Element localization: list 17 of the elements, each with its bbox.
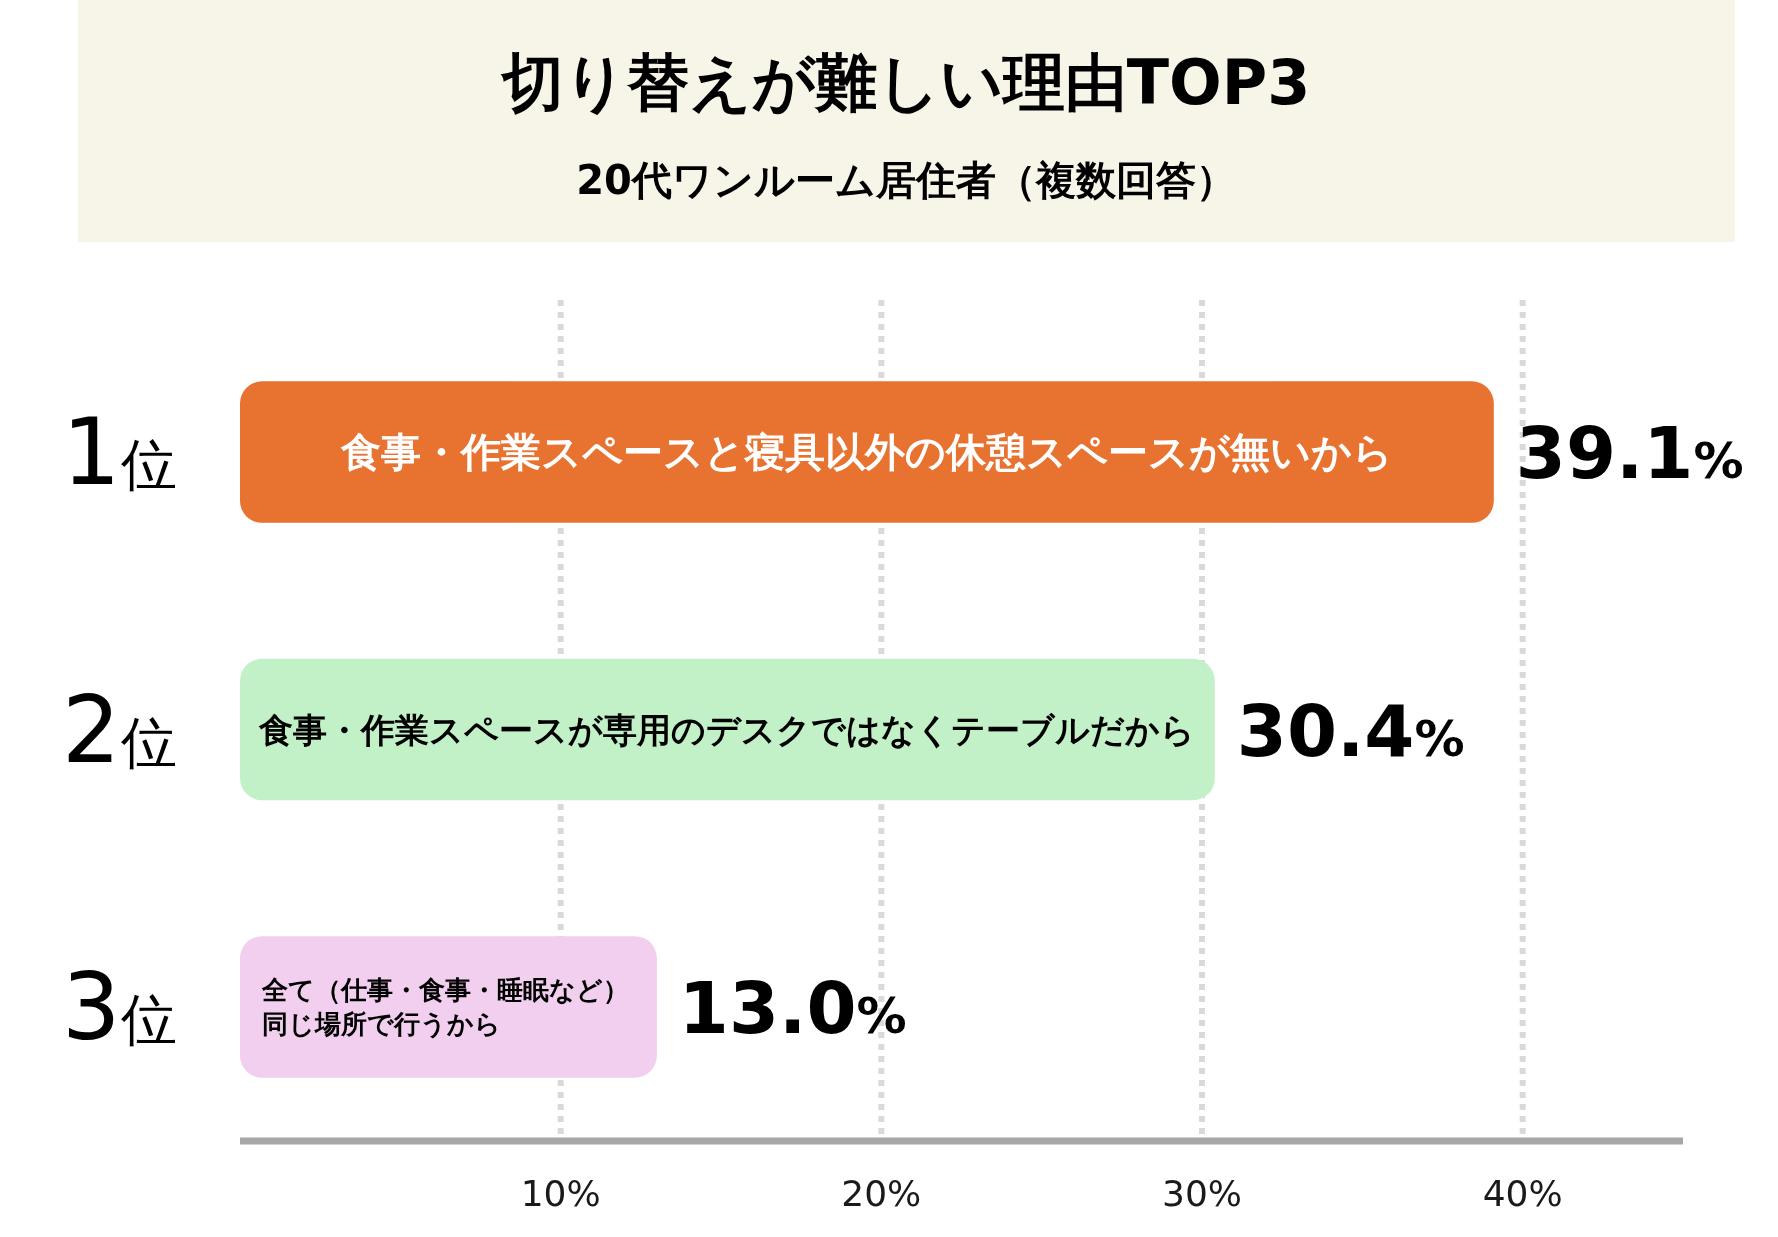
chart-subtitle: 20代ワンルーム居住者（複数回答） bbox=[576, 157, 1236, 203]
x-tick-label: 30% bbox=[1161, 1173, 1243, 1214]
data-label: 13.0% bbox=[678, 965, 907, 1050]
x-tick-label: 40% bbox=[1482, 1173, 1563, 1214]
chart-title: 切り替えが難しい理由TOP3 bbox=[499, 46, 1311, 119]
y-tick-label: 1位 bbox=[62, 399, 177, 507]
bar bbox=[240, 381, 1494, 523]
x-tick-label: 20% bbox=[841, 1173, 922, 1214]
data-label: 30.4% bbox=[1236, 688, 1465, 773]
y-tick-label: 3位 bbox=[62, 953, 177, 1061]
annotation: 全て（仕事・食事・睡眠など）同じ場所で行うから bbox=[261, 975, 629, 1040]
annotation: 食事・作業スペースと寝具以外の休憩スペースが無いから bbox=[339, 429, 1393, 476]
annotation: 食事・作業スペースが専用のデスクではなくテーブルだから bbox=[258, 709, 1196, 750]
bar bbox=[240, 658, 1215, 801]
x-tick-label: 10% bbox=[520, 1173, 601, 1214]
y-tick-label: 2位 bbox=[62, 676, 177, 784]
data-label: 39.1% bbox=[1515, 411, 1744, 496]
